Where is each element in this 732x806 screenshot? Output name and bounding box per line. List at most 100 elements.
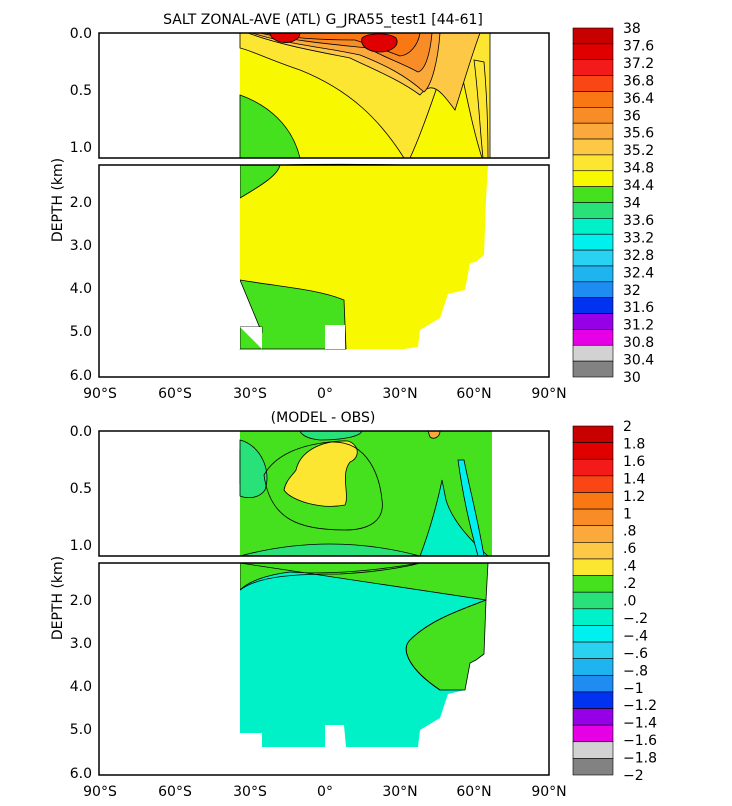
colorbar-label: −2 — [623, 768, 644, 784]
colorbar-swatch — [572, 329, 614, 346]
colorbar-label: 1.4 — [623, 471, 645, 487]
colorbar-swatch — [572, 344, 614, 362]
p2-ytick-5: 4.0 — [70, 679, 92, 695]
colorbar-label: 30.4 — [623, 353, 654, 369]
panel2-upper-field — [239, 430, 492, 557]
colorbar-swatch — [572, 658, 614, 676]
panel2-yaxis: 0.0 0.5 1.0 2.0 3.0 4.0 5.0 6.0 DEPTH (k… — [50, 424, 92, 782]
panel1-upper-field — [239, 32, 491, 159]
p1-xtick-4: 30°N — [382, 386, 417, 402]
p1-ytick-0: 0.0 — [70, 26, 92, 42]
colorbar-swatch — [572, 591, 614, 610]
colorbar-swatch — [572, 625, 614, 643]
colorbar-label: −.6 — [623, 646, 648, 662]
colorbar-swatch — [572, 608, 614, 626]
p2-ylabel: DEPTH (km) — [50, 556, 66, 640]
colorbar-swatch — [572, 724, 614, 743]
colorbar-swatch — [572, 542, 614, 560]
colorbar-swatch — [572, 575, 614, 593]
colorbar-label: 34.8 — [623, 161, 654, 177]
panel1-yaxis: 0.0 0.5 1.0 2.0 3.0 4.0 5.0 6.0 DEPTH (k… — [50, 26, 92, 384]
p2-ytick-0: 0.0 — [70, 424, 92, 440]
panel2-xaxis: 90°S 60°S 30°S 0° 30°N 60°N 90°N — [83, 784, 567, 800]
colorbar-label: −.8 — [623, 663, 648, 679]
colorbar-label: .2 — [623, 576, 636, 592]
colorbar-label: 32 — [623, 283, 641, 299]
panel1-land-mask — [176, 158, 345, 349]
diff-upper-contour — [263, 441, 383, 531]
colorbar-swatch — [572, 43, 614, 61]
colorbar-swatch — [572, 186, 614, 203]
colorbar-label: −1.8 — [623, 751, 657, 767]
panel-diff: (MODEL - OBS) 0.0 0.5 1.0 2.0 — [50, 410, 657, 800]
p1-xtick-1: 60°S — [158, 386, 192, 402]
colorbar-swatch — [572, 313, 614, 330]
colorbar-swatch — [572, 741, 614, 759]
panel2-colorbar: 21.81.61.41.21.8.6.4.2.0−.2−.4−.6−.8−1−1… — [572, 419, 657, 784]
colorbar-swatch — [572, 458, 614, 477]
p2-xtick-1: 60°S — [158, 784, 192, 800]
colorbar-swatch — [572, 107, 614, 124]
p1-xtick-5: 60°N — [456, 386, 491, 402]
p2-ytick-1: 0.5 — [70, 481, 92, 497]
colorbar-swatch — [572, 442, 614, 460]
colorbar-label: −.2 — [623, 611, 648, 627]
colorbar-swatch — [572, 425, 614, 443]
colorbar-swatch — [572, 758, 614, 776]
panel1-upper-frame — [98, 32, 550, 159]
colorbar-swatch — [572, 154, 614, 172]
colorbar-label: 32.4 — [623, 265, 654, 281]
colorbar-label: 30.8 — [623, 335, 654, 351]
colorbar-swatch — [572, 360, 614, 378]
p1-ytick-6: 5.0 — [70, 324, 92, 340]
panel1-lower-frame — [98, 164, 550, 378]
p2-ytick-3: 2.0 — [70, 593, 92, 609]
p1-ylabel: DEPTH (km) — [50, 158, 66, 242]
colorbar-label: 1 — [623, 506, 632, 522]
colorbar-label: 36.8 — [623, 73, 654, 89]
diff-lower-base — [240, 563, 488, 747]
p1-ytick-2: 1.0 — [70, 140, 92, 156]
p2-xtick-6: 90°N — [531, 784, 566, 800]
panel2-land-mask — [176, 556, 240, 747]
panel1-xaxis: 90°S 60°S 30°S 0° 30°N 60°N 90°N — [83, 386, 567, 402]
colorbar-label: 33.2 — [623, 230, 654, 246]
colorbar-swatch — [572, 59, 614, 76]
p2-ytick-6: 5.0 — [70, 722, 92, 738]
colorbar-label: 38 — [623, 21, 641, 37]
panel-salt: SALT ZONAL-AVE (ATL) G_JRA55_test1 [44-6… — [50, 12, 654, 402]
colorbar-swatch — [572, 674, 614, 693]
diff-upper-yellow — [283, 440, 358, 507]
panel1-colorbar: 3837.637.236.836.43635.635.234.834.43433… — [572, 21, 654, 386]
p2-xtick-0: 90°S — [83, 784, 117, 800]
p2-ytick-7: 6.0 — [70, 766, 92, 782]
panel1-title: SALT ZONAL-AVE (ATL) G_JRA55_test1 [44-6… — [163, 12, 483, 28]
colorbar-label: 36.4 — [623, 91, 654, 107]
p1-ytick-1: 0.5 — [70, 83, 92, 99]
colorbar-swatch — [572, 122, 614, 140]
colorbar-swatch — [572, 218, 614, 235]
colorbar-label: −.4 — [623, 628, 648, 644]
colorbar-swatch — [572, 202, 614, 219]
p1-ytick-5: 4.0 — [70, 281, 92, 297]
colorbar-label: −1.6 — [623, 733, 657, 749]
colorbar-swatch — [572, 525, 614, 543]
colorbar-label: 30 — [623, 370, 641, 386]
colorbar-label: .0 — [623, 594, 636, 610]
colorbar-swatch — [572, 492, 614, 510]
colorbar-label: 35.6 — [623, 126, 654, 142]
colorbar-swatch — [572, 233, 614, 251]
colorbar-swatch — [572, 508, 614, 527]
colorbar-swatch — [572, 91, 614, 108]
colorbar-label: 34 — [623, 196, 641, 212]
p2-ytick-2: 1.0 — [70, 538, 92, 554]
colorbar-label: 1.2 — [623, 489, 645, 505]
diff-lower-contour — [239, 562, 421, 591]
p2-xtick-3: 0° — [317, 784, 333, 800]
colorbar-label: .6 — [623, 541, 636, 557]
colorbar-label: −1 — [623, 681, 644, 697]
p1-ytick-4: 3.0 — [70, 238, 92, 254]
panel2-lower-field — [239, 562, 489, 747]
diff-lower-contour-east — [405, 599, 487, 691]
